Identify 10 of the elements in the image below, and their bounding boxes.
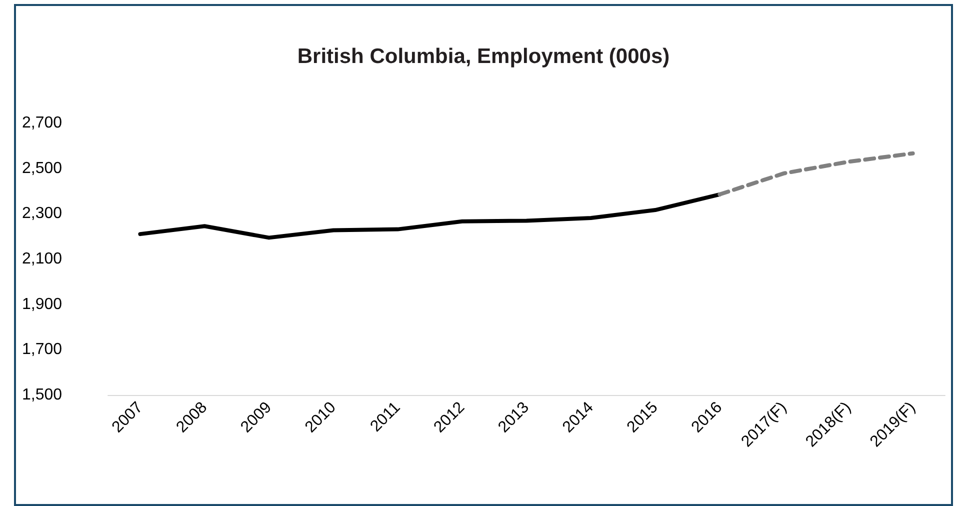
- y-tick-label: 2,700: [22, 114, 62, 132]
- y-tick-label: 1,500: [22, 386, 62, 404]
- y-tick-label: 2,500: [22, 160, 62, 177]
- y-tick-label: 1,900: [22, 296, 62, 313]
- y-tick-label: 2,100: [22, 250, 62, 268]
- line-series: [138, 192, 722, 240]
- chart-title: British Columbia, Employment (000s): [297, 45, 670, 68]
- y-tick-label: 1,700: [22, 341, 62, 358]
- line-series: [718, 151, 915, 196]
- y-tick-label: 2,300: [22, 205, 62, 222]
